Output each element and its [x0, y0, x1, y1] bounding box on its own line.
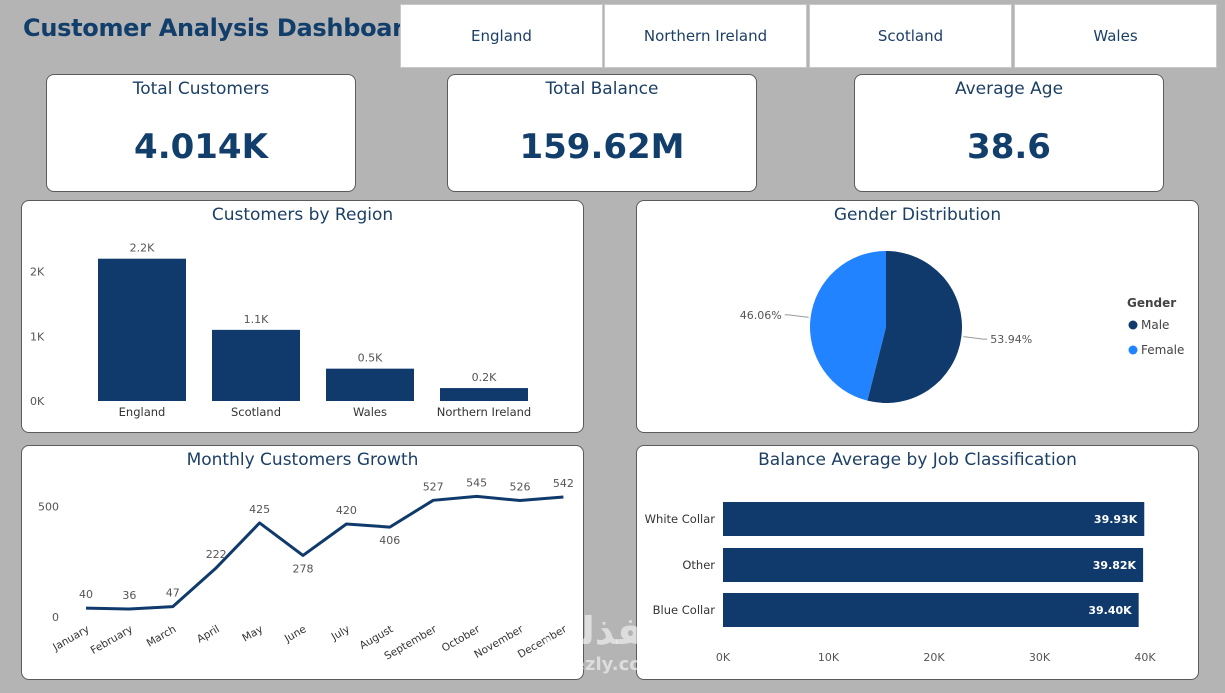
y-tick-label: 500 — [38, 500, 59, 513]
bar-northern-ireland[interactable] — [440, 388, 528, 401]
region-chart: 0K 1K 2K 2.2K England 1.1K Scotland 0.5K Wales 0.… — [30, 242, 531, 419]
job-chart: 39.93K White Collar 39.82K Other 39.40K Blue … — [645, 502, 1156, 664]
point-data-label: 425 — [249, 503, 270, 516]
x-tick-label: March — [145, 623, 179, 649]
watermark: نفذلي nafezly.com — [540, 612, 660, 674]
kpi-label: Total Balance — [545, 79, 659, 99]
gender-chart-title: Gender Distribution — [833, 205, 1002, 225]
point-data-label: 40 — [79, 588, 93, 601]
monthly-chart: 500 0 40 January 36 February 47 March 222 April 42… — [38, 476, 574, 662]
kpi-value: 38.6 — [967, 127, 1051, 167]
point-data-label: 278 — [293, 562, 314, 575]
bar-wales[interactable] — [326, 368, 414, 401]
kpi-label: Average Age — [954, 79, 1064, 99]
x-tick-label: 20K — [923, 651, 945, 664]
x-tick-label: England — [119, 405, 166, 419]
bar-data-label: 1.1K — [244, 313, 269, 326]
kpi-average-age: Average Age 38.6 — [854, 74, 1164, 192]
x-tick-label: 30K — [1029, 651, 1051, 664]
x-tick-label: June — [282, 623, 309, 645]
x-tick-label: 0K — [716, 651, 731, 664]
point-data-label: 47 — [166, 587, 180, 600]
x-tick-label: 10K — [818, 651, 840, 664]
bar-other[interactable] — [723, 548, 1144, 582]
x-tick-label: Northern Ireland — [437, 405, 531, 419]
legend-marker — [1128, 345, 1138, 355]
slicer-wales[interactable]: Wales — [1014, 4, 1217, 68]
bar-scotland[interactable] — [212, 329, 300, 401]
y-tick-label: 0K — [30, 395, 45, 408]
point-data-label: 36 — [122, 589, 136, 602]
series-line[interactable] — [85, 494, 564, 611]
slicer-northern-ireland[interactable]: Northern Ireland — [604, 4, 807, 68]
point-data-label: 526 — [510, 481, 531, 494]
pie-leader-line — [784, 314, 809, 318]
pie-leader-line — [963, 336, 988, 340]
bar-data-label: 0.5K — [358, 352, 383, 365]
watermark-latin: nafezly.com — [540, 654, 661, 675]
y-tick-label: White Collar — [645, 512, 716, 526]
kpi-label: Total Customers — [132, 79, 270, 99]
bar-england[interactable] — [98, 258, 186, 401]
pie-data-label: 46.06% — [740, 309, 782, 322]
x-tick-label: 40K — [1134, 651, 1156, 664]
pie-data-label: 53.94% — [990, 333, 1032, 346]
y-tick-label: 0 — [52, 611, 59, 624]
pie-slice-male[interactable] — [867, 251, 963, 403]
x-tick-label: April — [195, 623, 222, 645]
x-tick-label: February — [89, 623, 135, 657]
dashboard-title: Customer Analysis Dashboard — [23, 14, 421, 42]
y-tick-label: Other — [682, 558, 715, 572]
legend-title: Gender — [1127, 296, 1176, 310]
job-chart-title: Balance Average by Job Classification — [758, 450, 1077, 470]
legend-label-female[interactable]: Female — [1141, 343, 1184, 357]
point-data-label: 406 — [379, 534, 400, 547]
pie-slice-female[interactable] — [810, 251, 886, 401]
bar-blue-collar[interactable] — [723, 593, 1139, 627]
monthly-chart-panel: Monthly Customers Growth 500 0 40 January 36… — [21, 445, 584, 680]
slicer-scotland[interactable]: Scotland — [809, 4, 1012, 68]
point-data-label: 222 — [206, 548, 227, 561]
bar-data-label: 39.93K — [1094, 513, 1138, 526]
point-data-label: 527 — [423, 480, 444, 493]
bar-data-label: 39.40K — [1088, 604, 1132, 617]
kpi-total-customers: Total Customers 4.014K — [46, 74, 356, 192]
slicer-england[interactable]: England — [400, 4, 603, 68]
kpi-total-balance: Total Balance 159.62M — [447, 74, 757, 192]
y-tick-label: 2K — [30, 266, 45, 279]
legend-marker — [1128, 320, 1138, 330]
point-data-label: 420 — [336, 504, 357, 517]
y-tick-label: Blue Collar — [653, 603, 716, 617]
x-tick-label: Scotland — [231, 405, 281, 419]
kpi-value: 159.62M — [519, 127, 685, 167]
monthly-chart-title: Monthly Customers Growth — [186, 450, 419, 470]
gender-chart: 53.94% 46.06% Gender Male Female — [740, 251, 1184, 403]
point-data-label: 545 — [466, 476, 487, 489]
bar-data-label: 39.82K — [1093, 559, 1137, 572]
watermark-arabic: نفذلي — [542, 609, 659, 653]
x-tick-label: Wales — [353, 405, 387, 419]
job-chart-panel: Balance Average by Job Classification 39… — [636, 445, 1199, 680]
bar-data-label: 2.2K — [130, 242, 155, 255]
bar-white-collar[interactable] — [723, 502, 1145, 536]
point-data-label: 542 — [553, 477, 574, 490]
kpi-value: 4.014K — [134, 127, 268, 167]
x-tick-label: January — [50, 623, 91, 654]
x-tick-label: July — [329, 623, 352, 643]
x-tick-label: May — [240, 623, 265, 644]
y-tick-label: 1K — [30, 330, 45, 343]
gender-chart-panel: Gender Distribution 53.94% 46.06% Gender Ma… — [636, 200, 1199, 433]
bar-data-label: 0.2K — [472, 371, 497, 384]
region-chart-panel: Customers by Region 0K 1K 2K 2.2K England 1.1… — [21, 200, 584, 433]
region-chart-title: Customers by Region — [211, 205, 394, 225]
legend-label-male[interactable]: Male — [1141, 318, 1169, 332]
